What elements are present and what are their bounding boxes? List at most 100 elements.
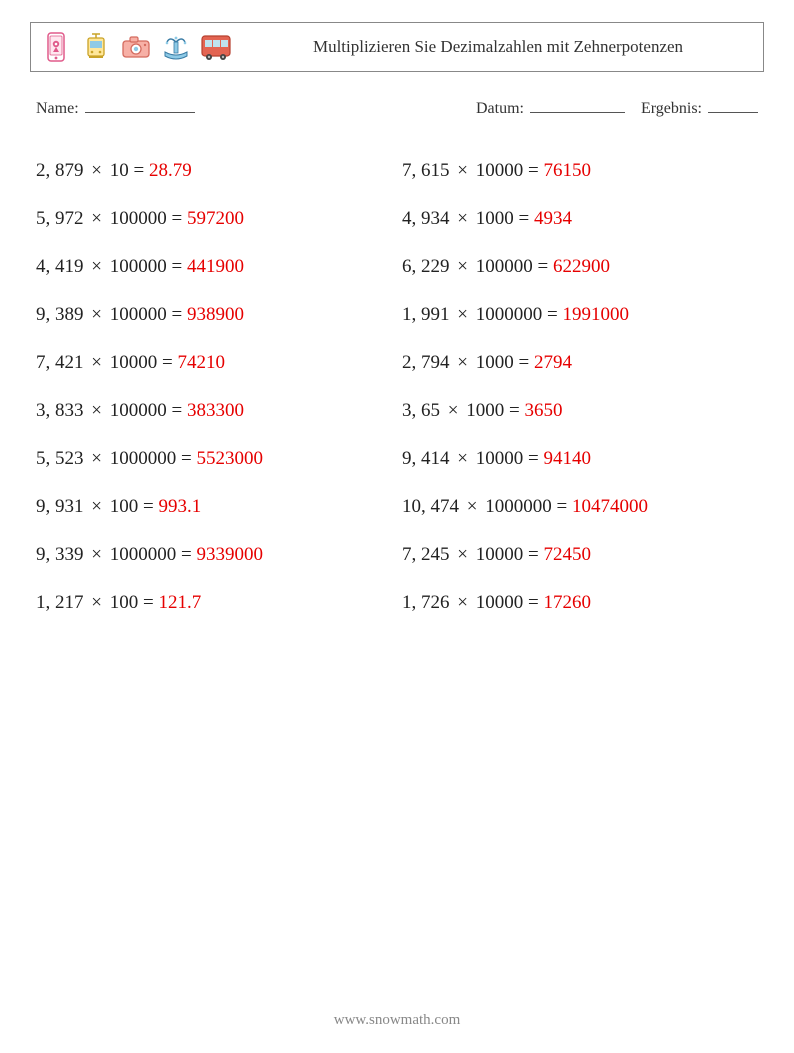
multiply-sign: × (445, 400, 462, 421)
multiply-sign: × (454, 304, 471, 325)
problem-expression: 5, 972 (36, 208, 88, 229)
problem-answer: 383300 (187, 400, 244, 421)
worksheet-page: Multiplizieren Sie Dezimalzahlen mit Zeh… (0, 0, 794, 614)
problem-expression: 7, 245 (402, 544, 454, 565)
problem-answer: 4934 (534, 208, 572, 229)
problem-multiplier: 10000 (471, 160, 523, 181)
problem-answer: 17260 (543, 592, 591, 613)
problem-expression: 3, 65 (402, 400, 445, 421)
multiply-sign: × (454, 208, 471, 229)
equals-sign: = (157, 352, 177, 373)
tram-icon (79, 30, 113, 64)
problem-answer: 597200 (187, 208, 244, 229)
date-label: Datum: (476, 100, 524, 117)
problem-item: 2, 794 × 1000 = 2794 (402, 352, 758, 374)
problem-answer: 938900 (187, 304, 244, 325)
problem-multiplier: 10 (105, 160, 129, 181)
equals-sign: = (514, 352, 534, 373)
phone-map-icon (39, 30, 73, 64)
camera-icon (119, 30, 153, 64)
problem-item: 9, 414 × 10000 = 94140 (402, 448, 758, 470)
problem-multiplier: 10000 (471, 544, 523, 565)
multiply-sign: × (88, 208, 105, 229)
multiply-sign: × (88, 256, 105, 277)
problem-multiplier: 100000 (105, 208, 167, 229)
date-blank[interactable] (530, 96, 625, 113)
name-label: Name: (36, 100, 79, 117)
multiply-sign: × (88, 496, 105, 517)
problem-multiplier: 1000 (461, 400, 504, 421)
name-blank[interactable] (85, 96, 195, 113)
problem-item: 4, 419 × 100000 = 441900 (36, 256, 392, 278)
problem-expression: 4, 419 (36, 256, 88, 277)
problem-item: 6, 229 × 100000 = 622900 (402, 256, 758, 278)
equals-sign: = (167, 304, 187, 325)
problem-answer: 28.79 (149, 160, 192, 181)
problem-answer: 121.7 (158, 592, 201, 613)
problem-multiplier: 1000000 (105, 448, 176, 469)
problem-multiplier: 10000 (471, 592, 523, 613)
problem-answer: 1991000 (562, 304, 629, 325)
problem-expression: 6, 229 (402, 256, 454, 277)
multiply-sign: × (454, 592, 471, 613)
problem-item: 7, 421 × 10000 = 74210 (36, 352, 392, 374)
equals-sign: = (514, 208, 534, 229)
equals-sign: = (167, 400, 187, 421)
result-blank[interactable] (708, 96, 758, 113)
problem-expression: 7, 615 (402, 160, 454, 181)
problem-multiplier: 1000 (471, 208, 514, 229)
name-field: Name: (30, 96, 195, 118)
problem-expression: 4, 934 (402, 208, 454, 229)
problem-expression: 5, 523 (36, 448, 88, 469)
problem-multiplier: 1000 (471, 352, 514, 373)
problem-expression: 1, 726 (402, 592, 454, 613)
problem-answer: 10474000 (572, 496, 648, 517)
problem-expression: 10, 474 (402, 496, 464, 517)
problem-expression: 9, 339 (36, 544, 88, 565)
header-box: Multiplizieren Sie Dezimalzahlen mit Zeh… (30, 22, 764, 72)
footer-url: www.snowmath.com (0, 1012, 794, 1029)
problem-expression: 3, 833 (36, 400, 88, 421)
problem-item: 5, 972 × 100000 = 597200 (36, 208, 392, 230)
problem-answer: 5523000 (196, 448, 263, 469)
multiply-sign: × (464, 496, 481, 517)
problem-multiplier: 100 (105, 496, 138, 517)
multiply-sign: × (88, 304, 105, 325)
problem-expression: 2, 879 (36, 160, 88, 181)
problem-multiplier: 1000000 (105, 544, 176, 565)
multiply-sign: × (454, 256, 471, 277)
multiply-sign: × (454, 352, 471, 373)
problem-multiplier: 100000 (105, 400, 167, 421)
equals-sign: = (129, 160, 149, 181)
problem-item: 5, 523 × 1000000 = 5523000 (36, 448, 392, 470)
equals-sign: = (533, 256, 553, 277)
bus-icon (199, 30, 233, 64)
equals-sign: = (176, 448, 196, 469)
problem-item: 3, 833 × 100000 = 383300 (36, 400, 392, 422)
problem-answer: 94140 (543, 448, 591, 469)
problem-item: 4, 934 × 1000 = 4934 (402, 208, 758, 230)
multiply-sign: × (88, 352, 105, 373)
multiply-sign: × (454, 160, 471, 181)
multiply-sign: × (88, 544, 105, 565)
problem-item: 3, 65 × 1000 = 3650 (402, 400, 758, 422)
problem-item: 10, 474 × 1000000 = 10474000 (402, 496, 758, 518)
problem-multiplier: 100000 (105, 304, 167, 325)
equals-sign: = (504, 400, 524, 421)
equals-sign: = (523, 448, 543, 469)
meta-row: Name: Datum: Ergebnis: (30, 96, 764, 118)
problem-answer: 3650 (524, 400, 562, 421)
equals-sign: = (523, 544, 543, 565)
header-icons (31, 23, 233, 71)
equals-sign: = (138, 496, 158, 517)
problem-multiplier: 1000000 (471, 304, 542, 325)
problem-answer: 993.1 (158, 496, 201, 517)
worksheet-title: Multiplizieren Sie Dezimalzahlen mit Zeh… (233, 23, 763, 71)
problem-expression: 9, 414 (402, 448, 454, 469)
multiply-sign: × (88, 160, 105, 181)
problem-multiplier: 10000 (105, 352, 157, 373)
problem-answer: 76150 (543, 160, 591, 181)
problem-item: 7, 615 × 10000 = 76150 (402, 160, 758, 182)
problem-answer: 441900 (187, 256, 244, 277)
multiply-sign: × (88, 592, 105, 613)
